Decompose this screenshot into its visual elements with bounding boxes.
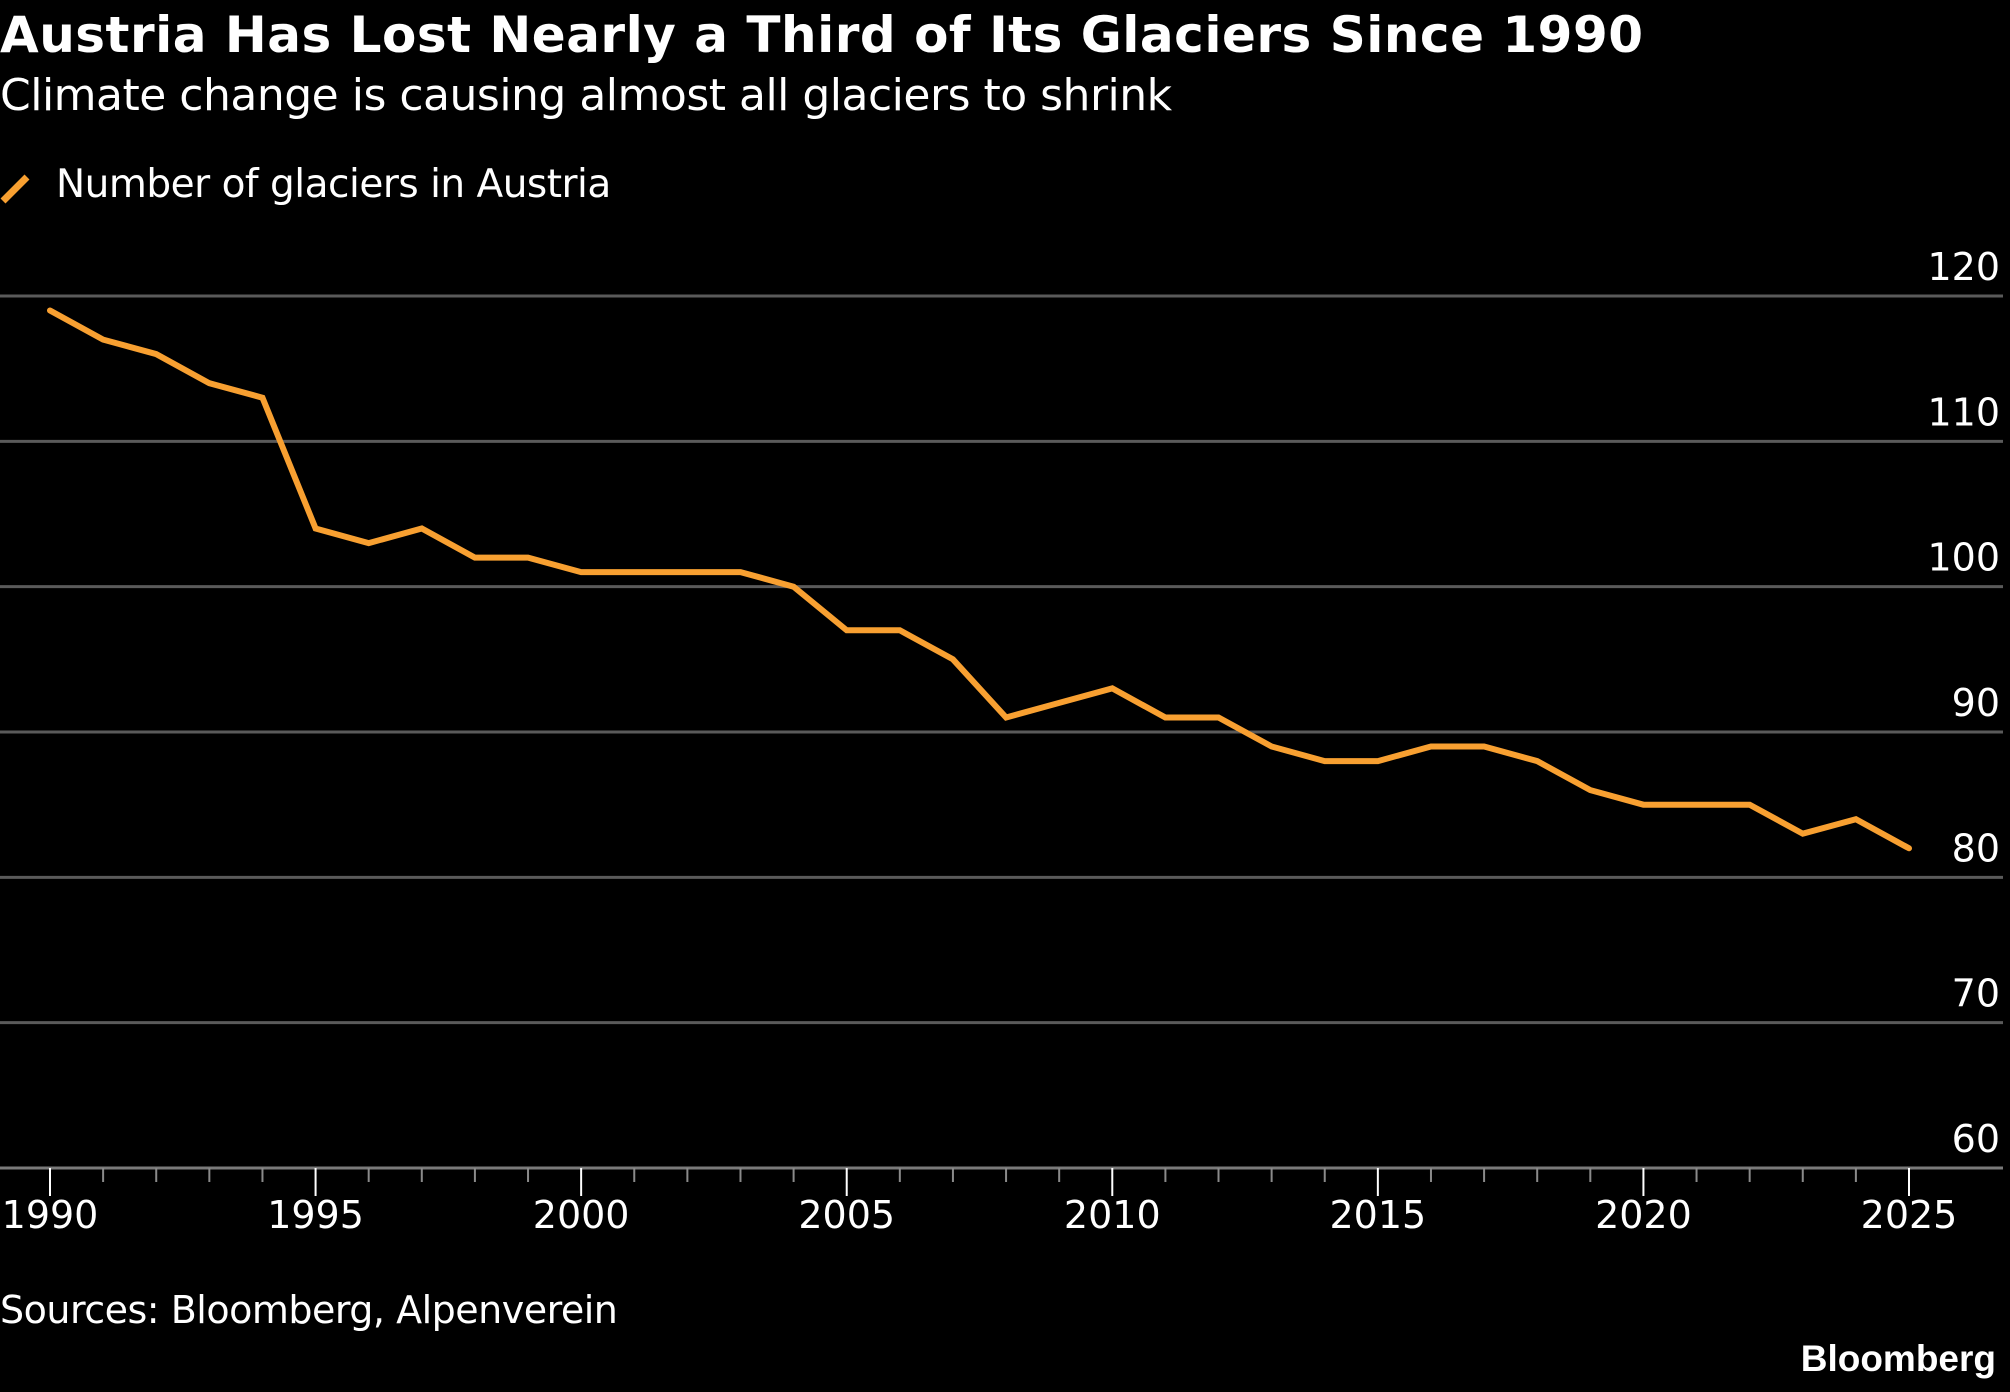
x-tick-label: 1990: [2, 1193, 99, 1237]
series-line: [47, 307, 1912, 852]
chart-title: Austria Has Lost Nearly a Third of Its G…: [0, 6, 1644, 64]
bloomberg-logo: Bloomberg: [1800, 1338, 1996, 1379]
x-tick-label: 2025: [1861, 1193, 1958, 1237]
x-tick-label: 2005: [798, 1193, 895, 1237]
legend: Number of glaciers in Austria: [0, 162, 611, 207]
y-axis-labels: 60 70 80 90 100 110 120: [1927, 245, 2000, 1161]
y-tick-label: 60: [1952, 1117, 2000, 1161]
series-layer: [47, 307, 1912, 852]
y-tick-label: 110: [1927, 390, 2000, 434]
y-tick-label: 100: [1927, 536, 2000, 580]
x-tick-label: 2010: [1064, 1193, 1161, 1237]
gridlines: [0, 294, 2003, 1025]
legend-line-icon: [0, 174, 30, 203]
y-tick-label: 80: [1952, 826, 2000, 870]
x-axis: 1990 1995 2000 2005 2010 2015 2020 2025: [0, 1166, 2003, 1237]
y-tick-label: 70: [1952, 972, 2000, 1016]
legend-label: Number of glaciers in Austria: [56, 162, 611, 207]
y-tick-label: 120: [1927, 245, 2000, 289]
x-tick-label: 2000: [533, 1193, 630, 1237]
source-note: Sources: Bloomberg, Alpenverein: [0, 1288, 618, 1332]
x-tick-label: 2020: [1595, 1193, 1692, 1237]
x-tick-label: 1995: [267, 1193, 364, 1237]
chart-subtitle: Climate change is causing almost all gla…: [0, 70, 1172, 121]
y-tick-label: 90: [1952, 681, 2000, 725]
x-tick-label: 2015: [1329, 1193, 1426, 1237]
